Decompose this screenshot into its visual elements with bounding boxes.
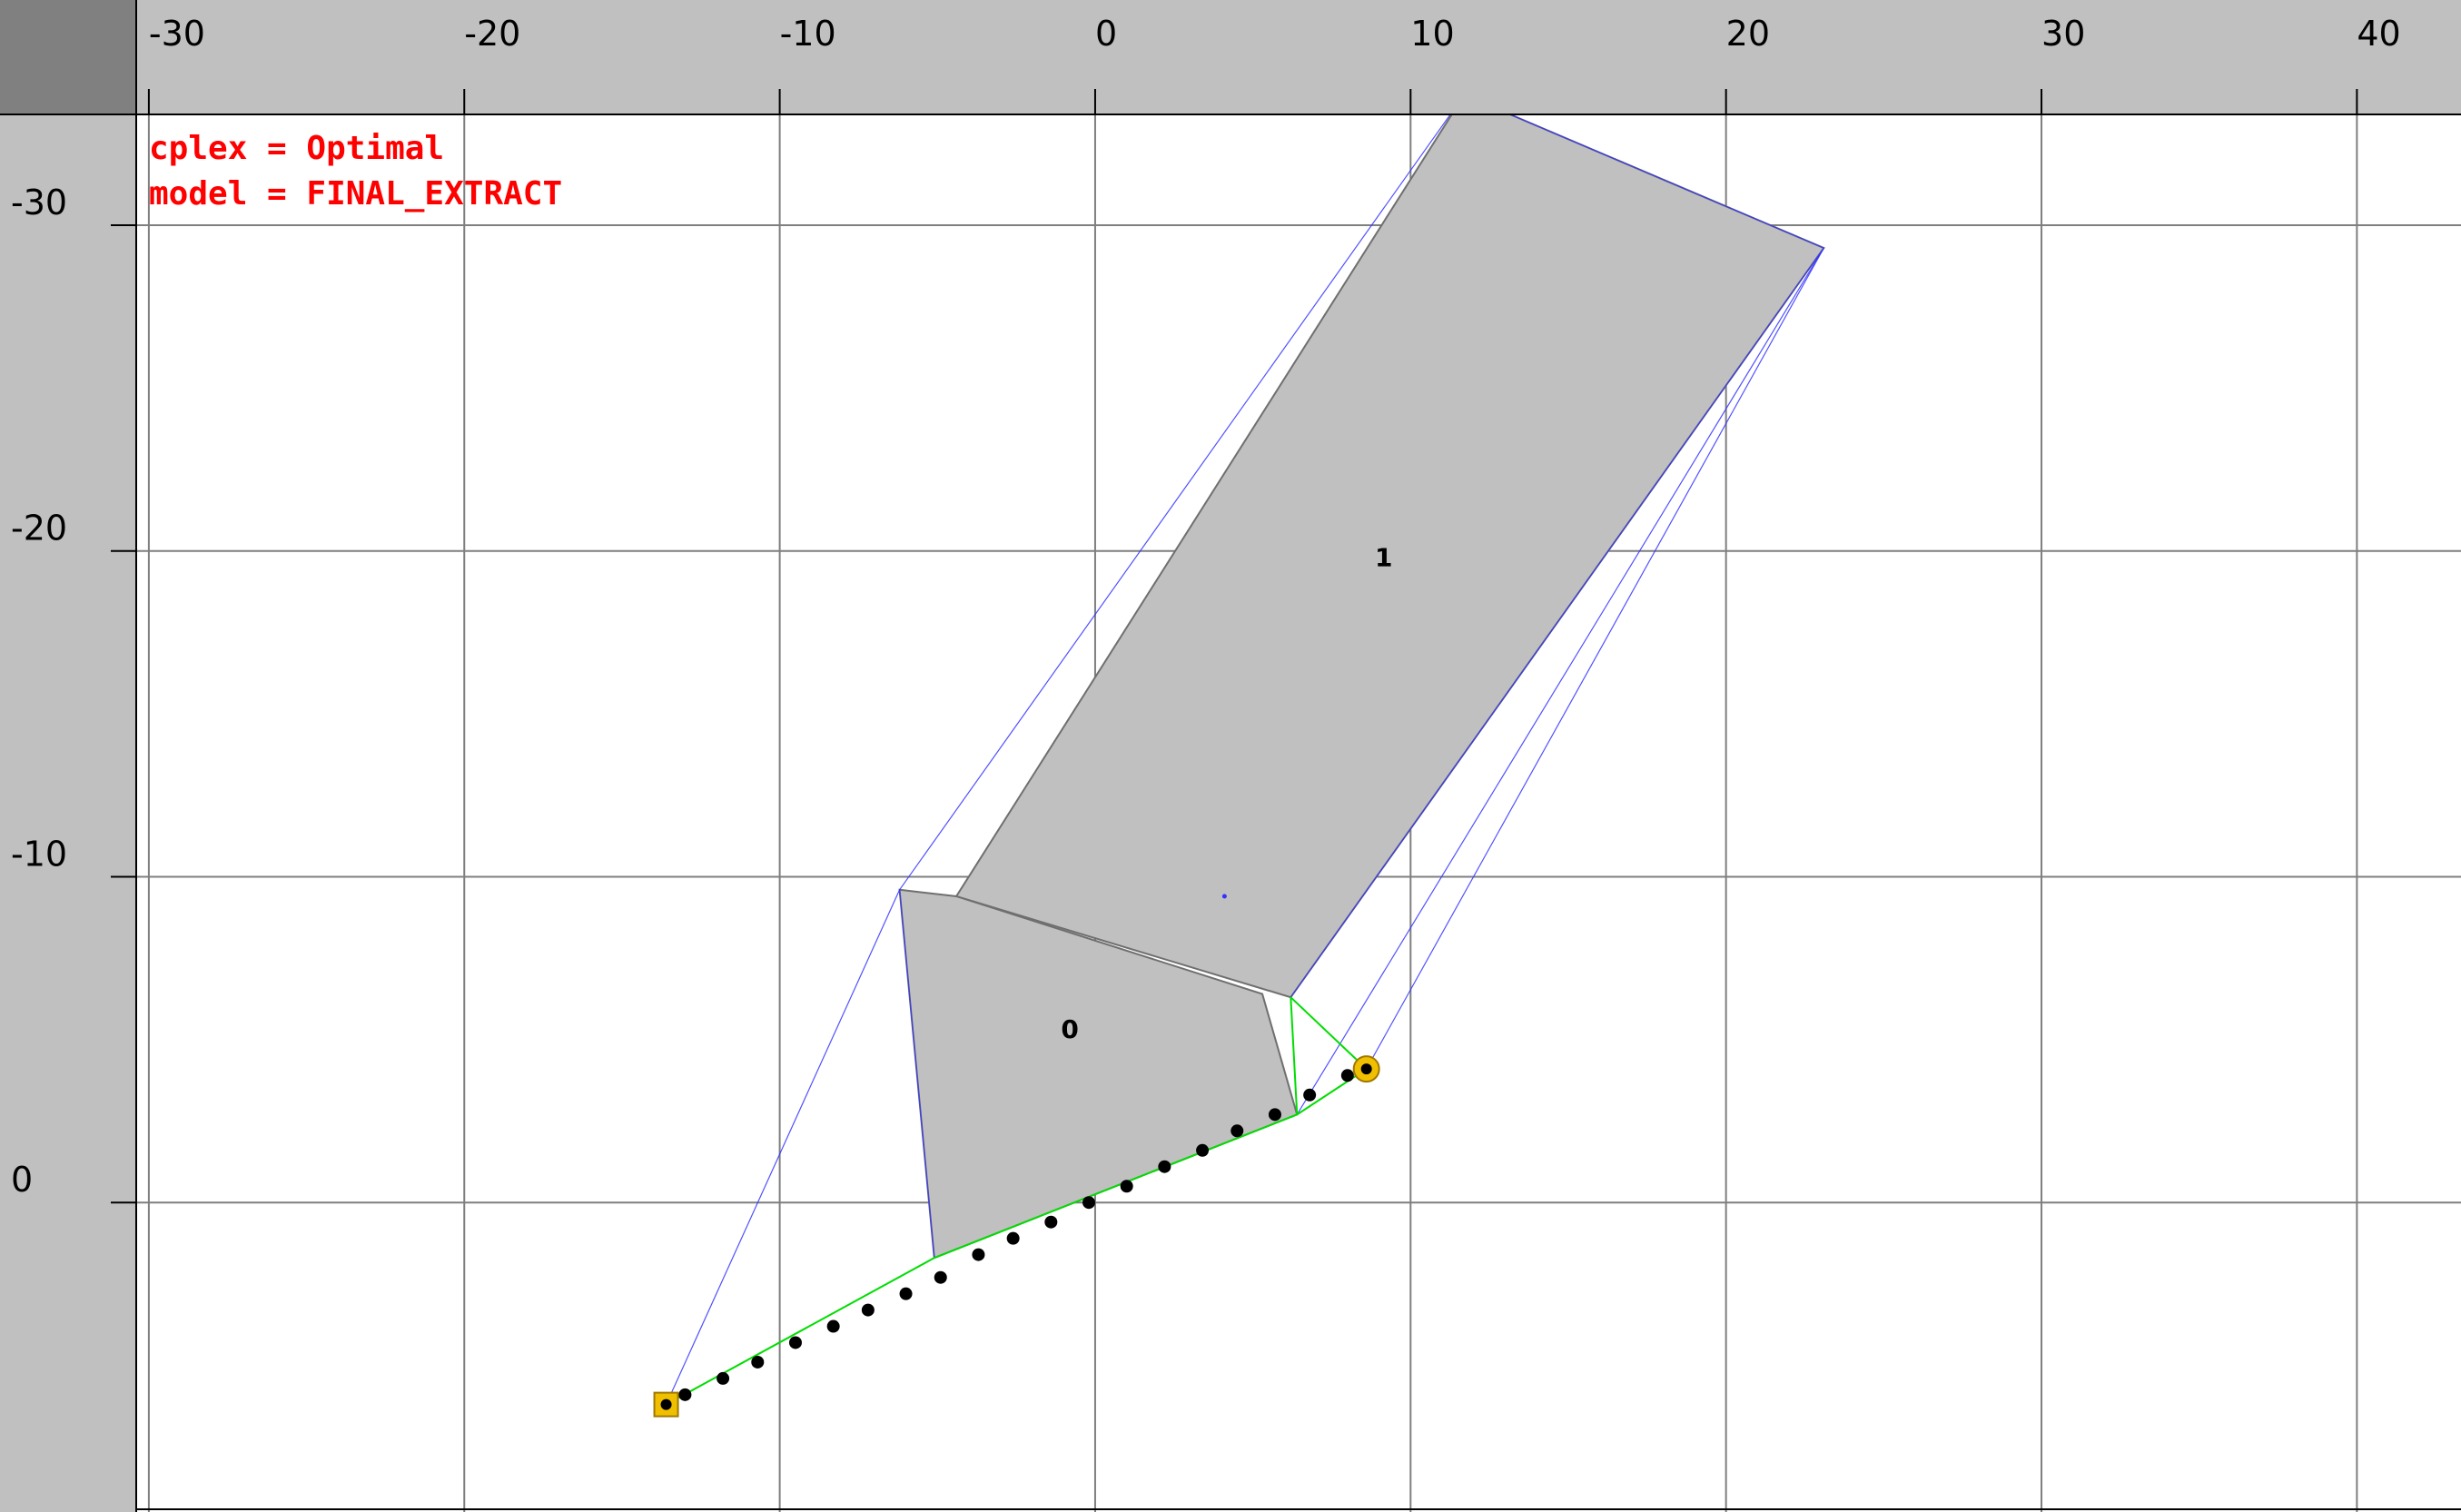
- waypoint-dot: [934, 1270, 947, 1284]
- x-tick-label: 20: [1726, 14, 1770, 54]
- waypoint-dot: [678, 1388, 692, 1401]
- visibility-edge: [1464, 94, 1824, 249]
- y-tick-label: -30: [11, 183, 67, 222]
- waypoint-dot: [1082, 1196, 1096, 1210]
- y-tick-label: -10: [11, 834, 67, 874]
- start-square-marker-icon: [653, 1391, 679, 1418]
- y-axis-ruler: -30 -20 -10 0: [11, 183, 136, 1204]
- waypoint-dot: [1158, 1160, 1171, 1173]
- waypoint-dot: [788, 1336, 802, 1349]
- waypoint-dot: [972, 1248, 985, 1261]
- waypoint-dot: [1230, 1124, 1244, 1138]
- x-tick-label: 0: [1095, 14, 1117, 54]
- path-polyline: [666, 1068, 1368, 1406]
- goal-point-dot: [1360, 1063, 1372, 1075]
- y-tick-label: 0: [11, 1160, 33, 1200]
- endpoint-markers: [653, 1055, 1380, 1418]
- waypoint-dot: [1006, 1231, 1020, 1245]
- waypoint-dot: [751, 1355, 765, 1369]
- waypoint-dot: [861, 1303, 875, 1317]
- solver-status-text: cplex = Optimal: [149, 130, 444, 167]
- waypoint-dot: [899, 1287, 913, 1300]
- start-point-dot: [660, 1398, 672, 1410]
- left-ruler[interactable]: [0, 114, 136, 1512]
- waypoint-dot: [1268, 1108, 1281, 1122]
- obstacle-label-0: 0: [1061, 1014, 1078, 1044]
- waypoint-dot: [1120, 1180, 1133, 1193]
- x-tick-label: -20: [464, 14, 520, 54]
- visibility-edge: [666, 889, 901, 1405]
- waypoint-dot: [1196, 1143, 1210, 1157]
- obstacle-label-1: 1: [1375, 543, 1392, 573]
- visibility-edge: [898, 889, 935, 1259]
- visibility-edge: [1296, 247, 1824, 1115]
- x-tick-label: 10: [1410, 14, 1454, 54]
- visibility-edge: [899, 94, 1465, 891]
- waypoint-dot: [1044, 1215, 1058, 1229]
- x-axis-ruler: -30 -20 -10 0 10 20 30 40: [147, 14, 2401, 114]
- waypoint-dot: [717, 1371, 730, 1385]
- x-tick-label: 40: [2357, 14, 2400, 54]
- waypoints-layer: [678, 1069, 1354, 1401]
- model-status-text: model = FINAL_EXTRACT: [149, 175, 562, 212]
- x-tick-label: -30: [149, 14, 205, 54]
- optimal-path: [666, 996, 1368, 1406]
- x-tick-label: 30: [2041, 14, 2085, 54]
- top-ruler[interactable]: [136, 0, 2461, 114]
- visibility-edge: [1366, 247, 1824, 1070]
- y-tick-label: -20: [11, 509, 67, 548]
- x-tick-label: -10: [780, 14, 836, 54]
- waypoint-dot: [1303, 1088, 1317, 1102]
- path-support-edge: [1290, 996, 1368, 1070]
- path-support-edge: [1290, 997, 1299, 1115]
- centroid-marker: [1221, 894, 1227, 899]
- visibility-edge: [1290, 247, 1824, 998]
- waypoint-dot: [826, 1319, 840, 1333]
- ruler-corner: [0, 0, 136, 114]
- waypoint-dot: [1340, 1069, 1354, 1082]
